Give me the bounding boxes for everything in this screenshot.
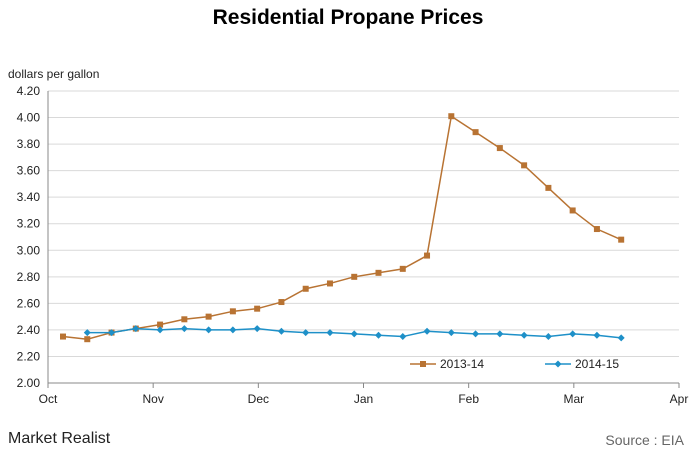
x-tick-label: Apr <box>670 392 689 406</box>
data-point-2013-14 <box>205 313 212 320</box>
chart-title: Residential Propane Prices <box>212 6 484 29</box>
data-point-2014-15 <box>253 325 261 333</box>
data-point-2014-15 <box>520 331 528 339</box>
axes: 2.00 2.20 2.40 2.60 2.80 3.00 3.20 3.40 3.60 3.80… <box>17 84 689 406</box>
data-point-2013-14 <box>326 280 333 287</box>
data-point-2014-15 <box>375 331 382 339</box>
data-point-2013-14 <box>472 129 479 136</box>
y-tick-label: 4.20 <box>17 84 41 98</box>
x-tick-label: Oct <box>39 392 58 406</box>
x-tick-label: Mar <box>563 392 584 406</box>
data-point-2014-15 <box>350 330 358 338</box>
data-point-2014-15 <box>229 326 237 334</box>
data-point-2014-15 <box>302 329 310 337</box>
data-point-2013-14 <box>278 299 285 306</box>
y-tick-label: 2.00 <box>17 376 41 390</box>
data-point-2014-15 <box>399 333 407 341</box>
legend-marker-2013-14 <box>420 361 426 367</box>
data-point-2014-15 <box>108 329 116 337</box>
legend: 2013-14 2014-15 <box>410 357 619 371</box>
series-layer <box>60 113 625 343</box>
x-tick-label: Feb <box>458 392 479 406</box>
x-tick-label: Dec <box>248 392 269 406</box>
data-point-2014-15 <box>326 329 334 337</box>
data-point-2013-14 <box>399 265 406 272</box>
y-tick-label: 3.40 <box>17 190 41 204</box>
data-point-2013-14 <box>593 226 600 233</box>
data-point-2013-14 <box>448 113 455 120</box>
y-tick-label: 2.20 <box>17 349 41 363</box>
data-point-2014-15 <box>472 330 480 338</box>
y-tick-label: 4.00 <box>17 111 41 125</box>
data-point-2014-15 <box>593 331 601 339</box>
legend-marker-2014-15 <box>554 360 562 368</box>
data-point-2013-14 <box>157 321 164 328</box>
gridlines <box>48 90 679 357</box>
data-point-2013-14 <box>569 207 576 214</box>
y-tick-label: 3.00 <box>17 243 41 257</box>
x-tick-label: Nov <box>142 392 163 406</box>
y-tick-label: 2.80 <box>17 270 41 284</box>
data-point-2014-15 <box>617 334 625 342</box>
data-point-2014-15 <box>569 330 577 338</box>
data-point-2014-15 <box>156 326 164 334</box>
y-tick-label: 3.80 <box>17 137 41 151</box>
data-point-2014-15 <box>423 327 431 335</box>
data-point-2014-15 <box>544 333 552 341</box>
y-axis-label: dollars per gallon <box>8 67 99 81</box>
data-point-2013-14 <box>84 336 91 343</box>
data-point-2013-14 <box>375 269 382 276</box>
data-point-2013-14 <box>545 184 552 191</box>
y-tick-label: 2.60 <box>17 296 41 310</box>
data-point-2014-15 <box>83 329 91 337</box>
x-tick-label: Jan <box>354 392 373 406</box>
y-tick-label: 3.20 <box>17 217 41 231</box>
data-point-2013-14 <box>229 308 236 315</box>
data-point-2013-14 <box>302 285 309 292</box>
data-point-2013-14 <box>60 333 66 340</box>
data-point-2014-15 <box>180 325 188 333</box>
data-point-2014-15 <box>447 329 455 337</box>
source-note: Source : EIA <box>605 432 684 448</box>
data-point-2014-15 <box>132 325 140 333</box>
market-realist-logo: Market Realist <box>8 430 111 447</box>
data-point-2014-15 <box>277 327 285 335</box>
legend-label-2013-14: 2013-14 <box>440 357 484 371</box>
data-point-2013-14 <box>181 316 188 323</box>
data-point-2014-15 <box>496 330 504 338</box>
data-point-2014-15 <box>205 326 213 334</box>
data-point-2013-14 <box>618 236 625 243</box>
y-tick-label: 2.40 <box>17 323 41 337</box>
series-line-2013-14 <box>62 114 622 340</box>
data-point-2013-14 <box>424 252 431 259</box>
data-point-2013-14 <box>254 305 261 312</box>
legend-label-2014-15: 2014-15 <box>575 357 619 371</box>
data-point-2013-14 <box>496 145 503 152</box>
y-tick-label: 3.60 <box>17 164 41 178</box>
data-point-2013-14 <box>351 273 358 280</box>
data-point-2013-14 <box>521 162 528 169</box>
